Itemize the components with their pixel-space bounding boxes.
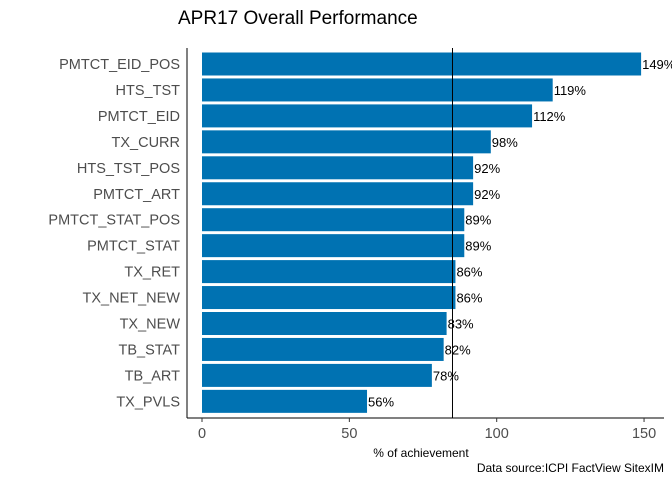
- bar: [202, 130, 491, 154]
- x-tick-label: 50: [341, 426, 357, 442]
- x-tick-label: 0: [198, 426, 206, 442]
- bar: [202, 286, 456, 310]
- value-label: 82%: [445, 342, 471, 357]
- bar: [202, 337, 444, 361]
- value-label: 78%: [433, 368, 459, 383]
- value-label: 89%: [465, 239, 491, 254]
- category-label: TX_RET: [124, 265, 180, 281]
- x-tick-label: 150: [632, 426, 656, 442]
- x-ticks: 0 50 100 150: [198, 418, 656, 442]
- bar: [202, 389, 368, 413]
- category-label: PMTCT_EID: [98, 109, 180, 125]
- value-label: 112%: [533, 109, 566, 124]
- category-label: PMTCT_ART: [93, 187, 180, 203]
- category-label: HTS_TST_POS: [77, 161, 180, 177]
- value-label: 86%: [456, 265, 482, 280]
- value-label: 149%: [642, 57, 672, 72]
- bar: [202, 52, 642, 76]
- bar: [202, 208, 465, 232]
- bar: [202, 78, 553, 102]
- category-label: TX_NEW: [120, 317, 181, 333]
- bars-layer: [202, 52, 642, 413]
- value-labels: 149% 119% 112% 98% 92% 92% 89% 89% 86% 86% 83% 82% 7…: [368, 57, 672, 409]
- bar: [202, 312, 447, 335]
- x-axis-title: % of achievement: [373, 446, 469, 460]
- category-labels: PMTCT_EID_POS HTS_TST PMTCT_EID TX_CURR HTS_…: [48, 57, 180, 410]
- bar: [202, 260, 456, 284]
- value-label: 92%: [474, 161, 500, 176]
- category-label: PMTCT_EID_POS: [59, 57, 180, 73]
- x-tick-label: 100: [485, 426, 509, 442]
- category-label: PMTCT_STAT_POS: [48, 213, 180, 229]
- value-label: 98%: [492, 135, 518, 150]
- bar: [202, 156, 474, 180]
- category-label: TB_ART: [125, 368, 180, 384]
- value-label: 92%: [474, 187, 500, 202]
- value-label: 119%: [554, 83, 587, 98]
- category-label: TX_NET_NEW: [83, 291, 181, 307]
- category-label: TX_PVLS: [116, 394, 180, 410]
- value-label: 83%: [448, 317, 474, 332]
- bar: [202, 363, 432, 387]
- chart-title: APR17 Overall Performance: [178, 8, 418, 29]
- category-label: TB_STAT: [119, 342, 181, 358]
- bar: [202, 104, 533, 128]
- bar: [202, 182, 474, 206]
- category-label: TX_CURR: [112, 135, 180, 151]
- category-label: HTS_TST: [116, 83, 181, 99]
- value-label: 86%: [456, 291, 482, 306]
- category-label: PMTCT_STAT: [87, 239, 180, 255]
- data-source-caption: Data source:ICPI FactView SitexIM: [477, 461, 664, 475]
- value-label: 89%: [465, 213, 491, 228]
- bar: [202, 234, 465, 258]
- value-label: 56%: [368, 394, 394, 409]
